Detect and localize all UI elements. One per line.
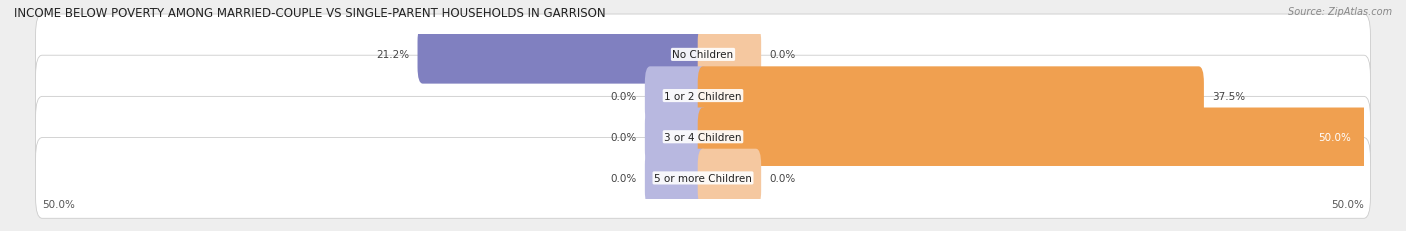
Text: Source: ZipAtlas.com: Source: ZipAtlas.com (1288, 7, 1392, 17)
Text: 50.0%: 50.0% (42, 199, 75, 209)
Text: 37.5%: 37.5% (1212, 91, 1244, 101)
Text: 50.0%: 50.0% (1331, 199, 1364, 209)
Text: INCOME BELOW POVERTY AMONG MARRIED-COUPLE VS SINGLE-PARENT HOUSEHOLDS IN GARRISO: INCOME BELOW POVERTY AMONG MARRIED-COUPL… (14, 7, 606, 20)
FancyBboxPatch shape (697, 108, 1369, 166)
FancyBboxPatch shape (35, 15, 1371, 95)
FancyBboxPatch shape (697, 67, 1204, 125)
FancyBboxPatch shape (645, 108, 709, 166)
FancyBboxPatch shape (35, 56, 1371, 136)
FancyBboxPatch shape (35, 97, 1371, 177)
Text: 0.0%: 0.0% (610, 132, 637, 142)
Text: 3 or 4 Children: 3 or 4 Children (664, 132, 742, 142)
FancyBboxPatch shape (418, 26, 709, 84)
Text: 1 or 2 Children: 1 or 2 Children (664, 91, 742, 101)
Text: 50.0%: 50.0% (1317, 132, 1351, 142)
Text: 5 or more Children: 5 or more Children (654, 173, 752, 183)
Text: 0.0%: 0.0% (769, 173, 796, 183)
Text: 0.0%: 0.0% (610, 173, 637, 183)
Text: No Children: No Children (672, 50, 734, 60)
FancyBboxPatch shape (697, 26, 761, 84)
FancyBboxPatch shape (645, 67, 709, 125)
Text: 0.0%: 0.0% (610, 91, 637, 101)
FancyBboxPatch shape (645, 149, 709, 207)
Text: 0.0%: 0.0% (769, 50, 796, 60)
FancyBboxPatch shape (35, 138, 1371, 218)
Text: 21.2%: 21.2% (377, 50, 409, 60)
FancyBboxPatch shape (697, 149, 761, 207)
